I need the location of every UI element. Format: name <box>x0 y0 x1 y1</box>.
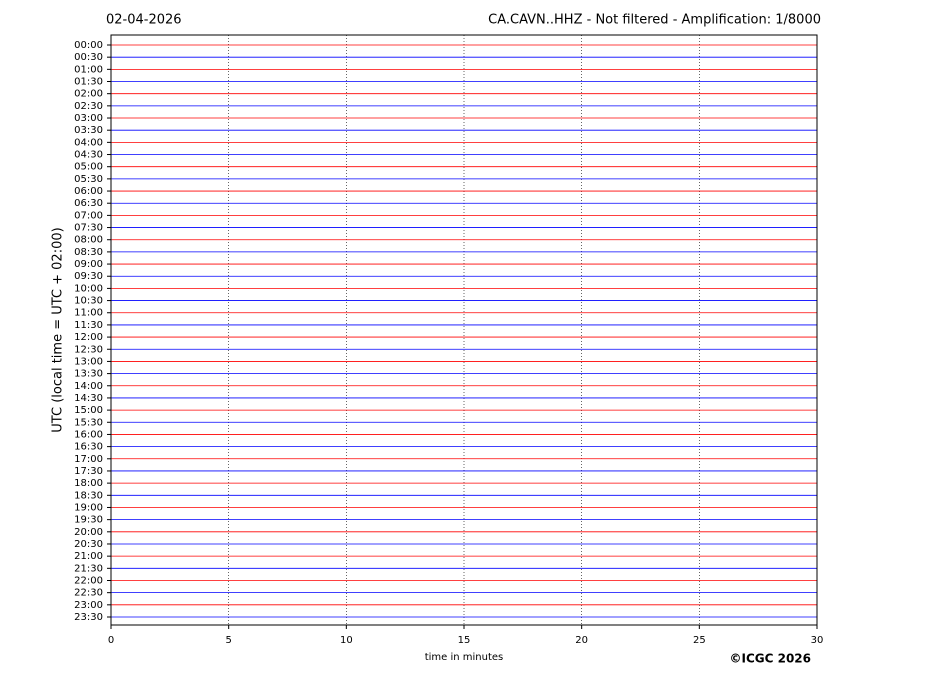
y-tick-label: 06:00 <box>74 186 103 197</box>
y-tick-label: 16:30 <box>74 442 103 453</box>
x-tick-label: 30 <box>811 635 824 646</box>
y-tick-label: 23:00 <box>74 600 103 611</box>
y-tick-label: 05:30 <box>74 174 103 185</box>
y-tick-label: 20:30 <box>74 539 103 550</box>
y-tick-label: 06:30 <box>74 198 103 209</box>
y-tick-label: 01:00 <box>74 64 103 75</box>
plot-frame <box>110 34 818 626</box>
y-tick-label: 00:00 <box>74 40 103 51</box>
y-tick-label: 09:00 <box>74 259 103 270</box>
y-tick-label: 04:30 <box>74 150 103 161</box>
x-tick-label: 10 <box>340 635 353 646</box>
chart-title: CA.CAVN..HHZ - Not filtered - Amplificat… <box>488 13 821 28</box>
y-tick-label: 03:00 <box>74 113 103 124</box>
y-tick-label: 14:00 <box>74 381 103 392</box>
y-tick-label: 15:30 <box>74 417 103 428</box>
y-tick-label: 22:00 <box>74 575 103 586</box>
x-tick-label: 20 <box>575 635 588 646</box>
y-tick-label: 14:30 <box>74 393 103 404</box>
y-tick-label: 15:00 <box>74 405 103 416</box>
y-tick-label: 03:30 <box>74 125 103 136</box>
x-tick-label: 15 <box>458 635 471 646</box>
x-tick-label: 0 <box>108 635 114 646</box>
y-tick-label: 10:30 <box>74 296 103 307</box>
y-tick-label: 20:00 <box>74 527 103 538</box>
x-tick-label: 5 <box>225 635 231 646</box>
y-tick-label: 09:30 <box>74 271 103 282</box>
y-tick-label: 21:30 <box>74 563 103 574</box>
date-title: 02-04-2026 <box>106 13 182 28</box>
y-tick-label: 02:30 <box>74 101 103 112</box>
y-tick-label: 01:30 <box>74 77 103 88</box>
x-tick-label: 25 <box>693 635 706 646</box>
y-tick-label: 19:30 <box>74 515 103 526</box>
y-tick-label: 12:30 <box>74 344 103 355</box>
y-tick-label: 23:30 <box>74 612 103 623</box>
y-tick-label: 17:30 <box>74 466 103 477</box>
y-tick-label: 04:00 <box>74 137 103 148</box>
y-tick-label: 07:00 <box>74 210 103 221</box>
y-tick-label: 08:00 <box>74 235 103 246</box>
y-tick-label: 07:30 <box>74 223 103 234</box>
y-tick-label: 13:00 <box>74 356 103 367</box>
y-tick-label: 05:00 <box>74 162 103 173</box>
y-tick-label: 18:30 <box>74 490 103 501</box>
y-tick-label: 11:00 <box>74 308 103 319</box>
y-tick-label: 00:30 <box>74 52 103 63</box>
y-tick-label: 22:30 <box>74 588 103 599</box>
y-tick-label: 02:00 <box>74 89 103 100</box>
y-tick-label: 13:30 <box>74 369 103 380</box>
y-tick-label: 10:00 <box>74 283 103 294</box>
y-tick-label: 11:30 <box>74 320 103 331</box>
y-tick-label: 16:00 <box>74 429 103 440</box>
y-tick-label: 08:30 <box>74 247 103 258</box>
y-tick-label: 17:00 <box>74 454 103 465</box>
credit: ©ICGC 2026 <box>729 652 811 666</box>
y-tick-label: 18:00 <box>74 478 103 489</box>
y-axis-label: UTC (local time = UTC + 02:00) <box>51 227 66 432</box>
y-tick-label: 19:00 <box>74 502 103 513</box>
y-tick-label: 21:00 <box>74 551 103 562</box>
y-tick-label: 12:00 <box>74 332 103 343</box>
x-axis-label: time in minutes <box>425 652 504 663</box>
